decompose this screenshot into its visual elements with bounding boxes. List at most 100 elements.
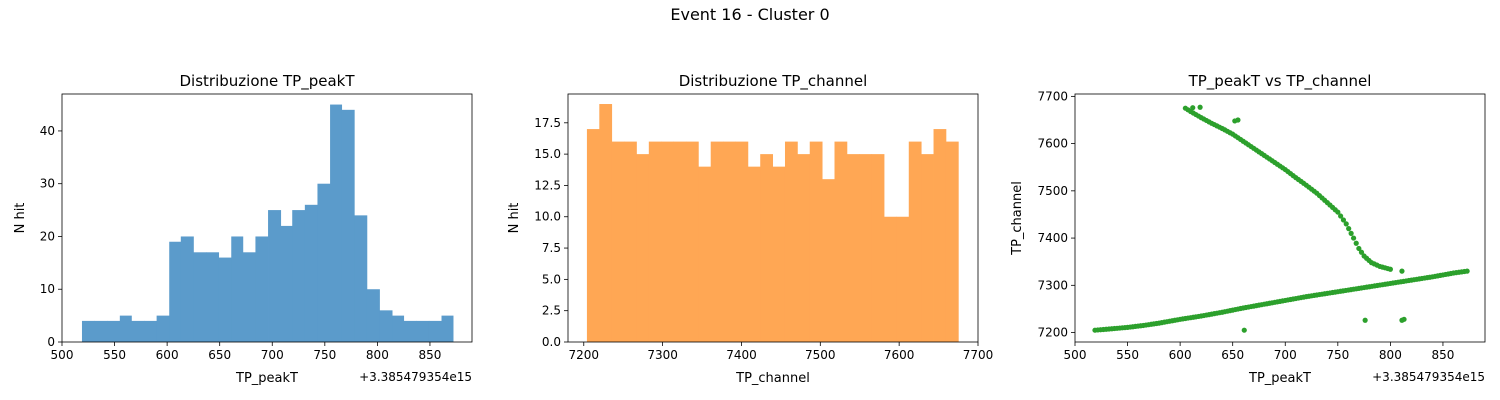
histogram-bar (330, 104, 343, 342)
y-axis-label: TP_channel (1010, 181, 1025, 256)
histogram-bar (231, 236, 244, 342)
x-tick-label: 700 (261, 348, 284, 362)
histogram-bar (921, 154, 934, 342)
histogram-bar (760, 154, 774, 342)
histogram-bar (871, 154, 885, 342)
x-tick-label: 500 (1064, 348, 1087, 362)
y-tick-label: 7400 (1037, 231, 1068, 245)
histogram-bar (624, 141, 637, 342)
y-axis-label: N hit (13, 203, 28, 234)
x-tick-label: 7600 (884, 348, 915, 362)
histogram-bar (354, 215, 368, 342)
x-tick-label: 7700 (963, 348, 994, 362)
histogram-bar (908, 141, 922, 342)
y-tick-label: 15.0 (534, 147, 561, 161)
scatter-point (1335, 209, 1341, 215)
x-tick-label: 7500 (805, 348, 836, 362)
histogram-bar (169, 241, 182, 342)
histogram-bar (747, 166, 761, 342)
scatter-point (1356, 245, 1362, 252)
scatter-point (1399, 268, 1405, 274)
x-tick-label: 650 (1221, 348, 1244, 362)
x-tick-label: 800 (366, 348, 389, 362)
histogram-bar (599, 104, 613, 342)
histogram-bar (317, 183, 331, 342)
histogram-bar (809, 141, 823, 342)
histogram-bar (428, 320, 442, 342)
y-tick-label: 7.5 (542, 241, 561, 255)
axes-frame (567, 93, 979, 343)
y-axis-label: N hit (507, 203, 522, 234)
y-tick-label: 0.0 (542, 335, 561, 349)
x-tick-label: 700 (1274, 348, 1297, 362)
histogram-bar (94, 320, 108, 342)
histogram-bar (834, 141, 848, 342)
histogram-bar (304, 204, 318, 342)
histogram-bar (636, 154, 650, 342)
histogram-bar (673, 141, 687, 342)
histogram-bar (896, 216, 910, 342)
y-tick-label: 7300 (1037, 278, 1068, 292)
histogram-bar (648, 141, 662, 342)
histogram-bar (156, 315, 170, 342)
x-tick-label: 750 (1326, 348, 1349, 362)
histogram-bar (710, 141, 724, 342)
histogram-bar (933, 129, 947, 342)
x-tick-label: 750 (313, 348, 336, 362)
y-tick-label: 7200 (1037, 326, 1068, 340)
histogram-bar (218, 257, 232, 342)
histogram-bar (107, 320, 121, 342)
x-tick-label: 550 (1116, 348, 1139, 362)
scatter-point (1353, 240, 1359, 246)
scatter-point (1338, 213, 1344, 219)
axes-frame (1074, 93, 1486, 343)
scatter-point (1401, 316, 1407, 322)
histogram-bar (945, 141, 959, 342)
y-tick-label: 10 (40, 282, 55, 296)
scatter-point (1241, 327, 1247, 333)
y-tick-label: 40 (40, 124, 55, 138)
x-axis-label: TP_peakT (1248, 371, 1311, 386)
y-tick-label: 10.0 (534, 210, 561, 224)
histogram-bar (797, 154, 811, 342)
histogram-bar (698, 166, 712, 342)
histogram-bar (379, 310, 393, 342)
x-tick-label: 600 (156, 348, 179, 362)
scatter-point (1340, 217, 1347, 223)
y-tick-label: 30 (40, 177, 55, 191)
x-tick-label: 7300 (647, 348, 678, 362)
x-tick-label: 850 (418, 348, 441, 362)
histogram-bar (392, 315, 405, 342)
histogram-bar (206, 252, 220, 342)
histogram-bar (280, 225, 293, 342)
histogram-bar (81, 320, 95, 342)
x-axis-label: TP_channel (735, 371, 810, 386)
scatter-point (1362, 317, 1368, 323)
scatter-point (1343, 221, 1349, 227)
histogram-bar (884, 216, 897, 342)
histogram-bar (859, 154, 873, 342)
x-tick-label: 800 (1379, 348, 1402, 362)
x-axis-label: TP_peakT (235, 371, 298, 386)
x-tick-label: 850 (1431, 348, 1454, 362)
x-tick-label: 7400 (726, 348, 757, 362)
scatter-point (1387, 266, 1393, 272)
y-tick-label: 2.5 (542, 304, 561, 318)
y-tick-label: 0 (47, 335, 55, 349)
chart-panel-1: 500 550 600 650 700 750 800 850 0 10 20 30 40 Distrib… (13, 72, 473, 386)
histogram-bar (366, 289, 380, 342)
histogram-bar (268, 210, 282, 342)
x-offset-text: +3.385479354e15 (1372, 370, 1485, 384)
y-tick-label: 17.5 (534, 116, 561, 130)
scatter-point (1350, 235, 1357, 241)
histogram-bar (242, 252, 256, 342)
chart-title: TP_peakT vs TP_channel (1188, 72, 1372, 91)
scatter-point (1190, 105, 1196, 111)
x-tick-label: 7200 (568, 348, 599, 362)
histogram-bar (131, 320, 145, 342)
scatter-point (1348, 230, 1354, 236)
y-tick-label: 7500 (1037, 184, 1068, 198)
x-tick-label: 600 (1169, 348, 1192, 362)
y-tick-label: 20 (40, 229, 55, 243)
